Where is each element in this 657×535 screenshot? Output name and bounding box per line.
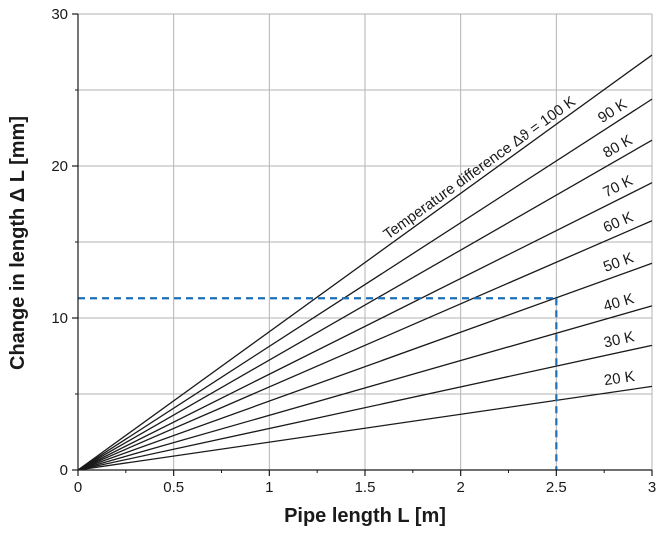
y-axis-title: Change in length Δ L [mm] <box>7 116 29 370</box>
series-label: 50 K <box>601 249 636 275</box>
series-line <box>77 344 653 471</box>
series-line <box>77 305 653 471</box>
series-label: 20 K <box>603 368 636 389</box>
x-tick-label: 0 <box>74 479 82 496</box>
x-tick-label: 3 <box>648 479 656 496</box>
x-tick-label: 2.5 <box>546 479 567 496</box>
x-tick-label: 2 <box>456 479 464 496</box>
axes <box>72 13 653 476</box>
x-tick-label: 1.5 <box>355 479 376 496</box>
series-line <box>77 262 653 471</box>
series-label: 70 K <box>600 172 635 201</box>
series-label: 30 K <box>602 328 636 351</box>
series-line <box>77 139 653 471</box>
annotation-guides <box>78 297 558 470</box>
grid <box>78 13 653 470</box>
series-label: 80 K <box>600 132 635 162</box>
y-tick-label: 30 <box>51 6 68 23</box>
y-tick-label: 0 <box>60 462 68 479</box>
y-tick-label: 20 <box>51 158 68 175</box>
series-line <box>77 220 653 471</box>
series-label: 90 K <box>595 96 630 127</box>
x-axis-title: Pipe length L [m] <box>284 505 446 527</box>
y-tick-label: 10 <box>51 310 68 327</box>
series-line <box>77 182 653 471</box>
series-label: Temperature difference Δϑ = 100 K <box>380 93 579 243</box>
x-tick-label: 0.5 <box>163 479 184 496</box>
series-line <box>77 54 653 471</box>
series-labels: 20 K30 K40 K50 K60 K70 K80 K90 KTemperat… <box>380 93 636 389</box>
series-label: 60 K <box>601 209 636 237</box>
series-line <box>77 98 653 471</box>
x-tick-label: 1 <box>265 479 273 496</box>
